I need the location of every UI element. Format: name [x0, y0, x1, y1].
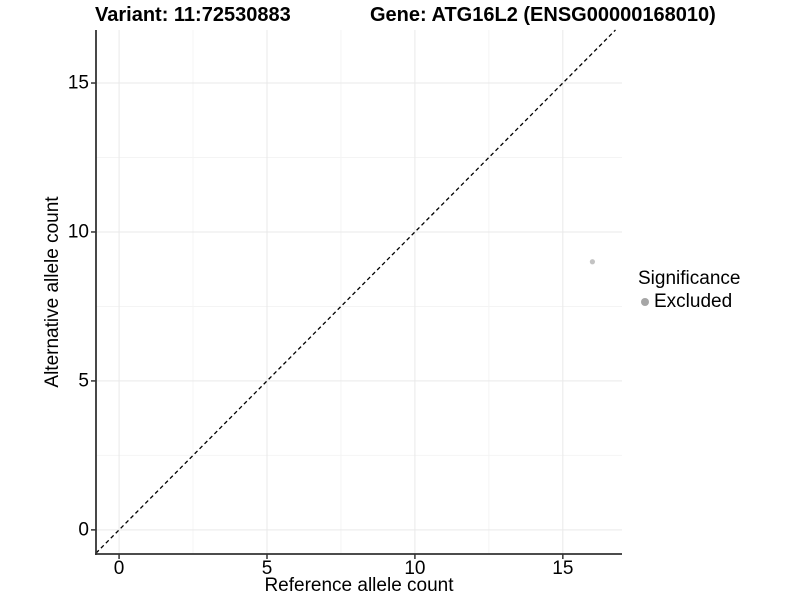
plot-title-gene: Gene: ATG16L2 (ENSG00000168010) — [370, 4, 716, 26]
y-tick-label: 10 — [67, 221, 89, 243]
legend-item-excluded: Excluded — [638, 291, 740, 313]
legend-title: Significance — [638, 268, 741, 289]
y-tick-label: 0 — [78, 519, 89, 541]
x-axis-label: Reference allele count — [264, 575, 454, 596]
legend-item-label: Excluded — [654, 291, 733, 312]
x-tick-label: 10 — [404, 558, 426, 579]
x-tick-label: 5 — [261, 558, 273, 579]
y-tick-label: 5 — [78, 370, 89, 392]
x-tick-label: 15 — [552, 558, 574, 579]
plot-title-variant: Variant: 11:72530883 — [95, 4, 291, 26]
data-point-excluded — [589, 259, 596, 265]
x-tick-label: 0 — [113, 558, 125, 579]
y-axis-label: Alternative allele count — [42, 196, 63, 388]
legend-point-icon — [641, 298, 649, 306]
identity-dashed-line — [95, 29, 616, 554]
legend: Significance Excluded — [638, 267, 740, 313]
y-tick-label: 15 — [67, 72, 89, 94]
